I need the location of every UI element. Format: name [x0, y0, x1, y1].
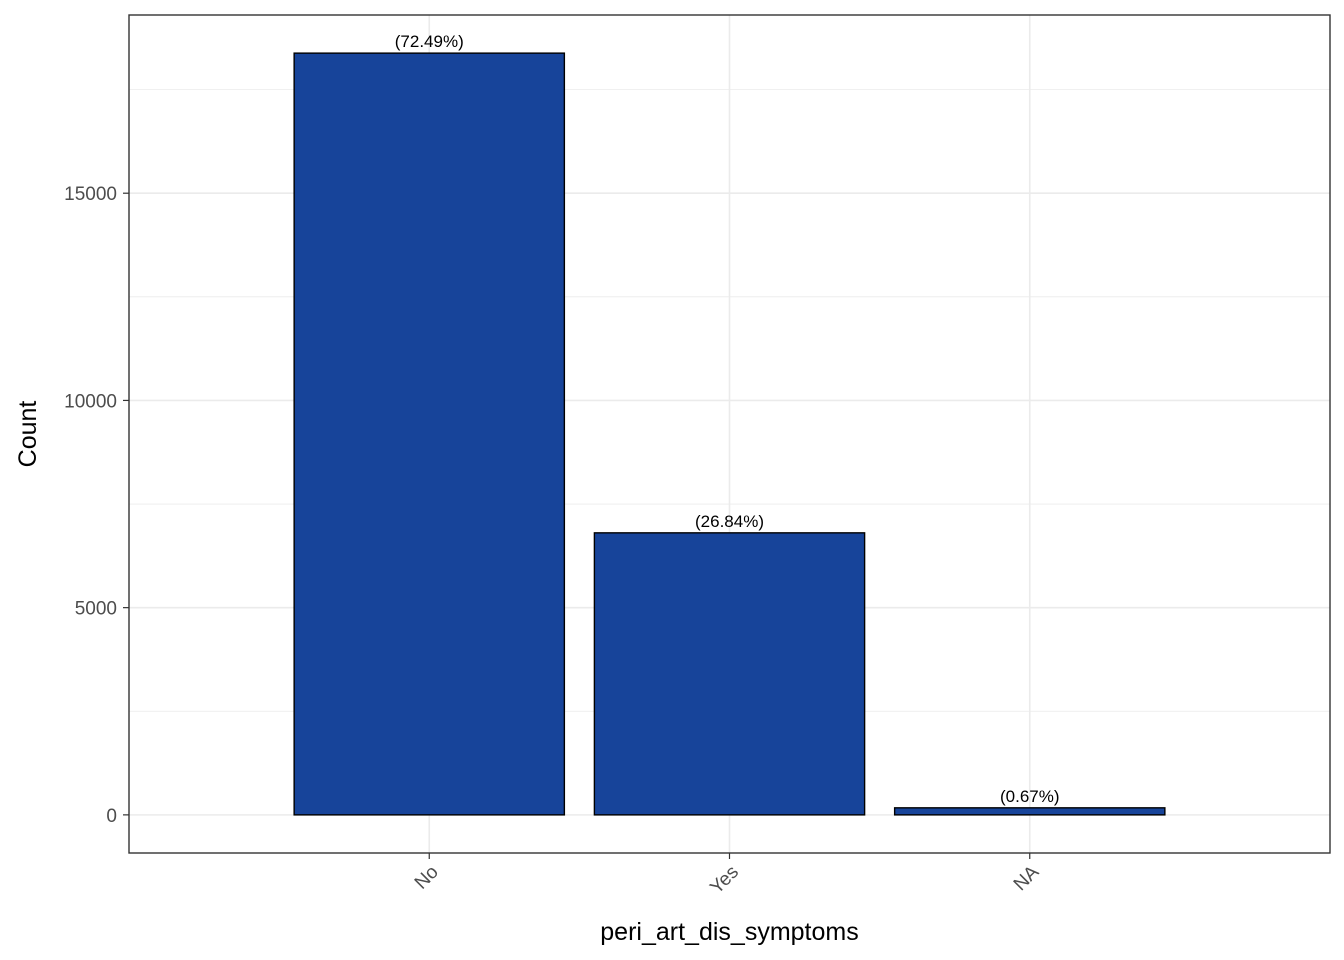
y-axis: 0 5000 10000 15000: [64, 184, 129, 827]
bar-labels: (72.49%) (26.84%) (0.67%): [395, 32, 1060, 806]
bar-data-label: (26.84%): [695, 512, 764, 531]
y-tick-label: 10000: [64, 391, 117, 412]
bar: [893, 807, 1166, 816]
y-tick-label: 5000: [75, 599, 117, 620]
y-axis-title: Count: [14, 401, 42, 468]
y-tick-label: 15000: [64, 184, 117, 205]
bar: [293, 52, 566, 816]
bars: [293, 52, 1166, 816]
y-tick-label: 0: [106, 806, 117, 827]
x-axis-title: peri_art_dis_symptoms: [600, 918, 858, 946]
bar-data-label: (72.49%): [395, 32, 464, 51]
bar-data-label: (0.67%): [1000, 787, 1060, 806]
bar: [593, 532, 866, 816]
